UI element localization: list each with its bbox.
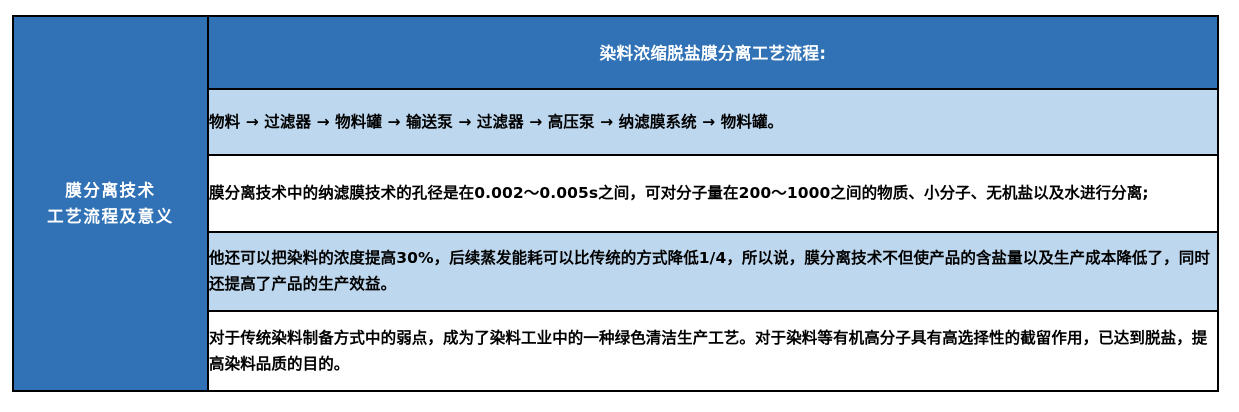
cell-concentration-benefit: 他还可以把染料的浓度提高30%，后续蒸发能耗可以比传统的方式降低1/4，所以说，… [207, 230, 1219, 313]
table-row: 对于传统染料制备方式中的弱点，成为了染料工业中的一种绿色清洁生产工艺。对于染料等… [13, 310, 1219, 392]
table-header-title: 染料浓缩脱盐膜分离工艺流程: [207, 15, 1219, 90]
table-row: 他还可以把染料的浓度提高30%，后续蒸发能耗可以比传统的方式降低1/4，所以说，… [13, 230, 1219, 313]
cell-pore-size: 膜分离技术中的纳滤膜技术的孔径是在0.002～0.005s之间，可对分子量在20… [207, 153, 1219, 233]
table-row: 膜分离技术 工艺流程及意义 染料浓缩脱盐膜分离工艺流程: [12, 15, 1219, 392]
membrane-separation-table: 膜分离技术 工艺流程及意义 染料浓缩脱盐膜分离工艺流程: 物料 → 过滤器 → … [12, 15, 1219, 392]
row-label-cell: 膜分离技术 工艺流程及意义 [12, 15, 209, 392]
row-label-line-2: 工艺流程及意义 [47, 206, 174, 226]
table-container: 膜分离技术 工艺流程及意义 染料浓缩脱盐膜分离工艺流程: 物料 → 过滤器 → … [12, 15, 1219, 392]
table-row: 物料 → 过滤器 → 物料罐 → 输送泵 → 过滤器 → 高压泵 → 纳滤膜系统… [13, 87, 1219, 156]
cell-clean-production: 对于传统染料制备方式中的弱点，成为了染料工业中的一种绿色清洁生产工艺。对于染料等… [207, 310, 1219, 392]
cell-process-flow: 物料 → 过滤器 → 物料罐 → 输送泵 → 过滤器 → 高压泵 → 纳滤膜系统… [207, 87, 1219, 156]
row-label-line-1: 膜分离技术 [65, 180, 156, 200]
table-row: 膜分离技术中的纳滤膜技术的孔径是在0.002～0.005s之间，可对分子量在20… [13, 153, 1219, 233]
